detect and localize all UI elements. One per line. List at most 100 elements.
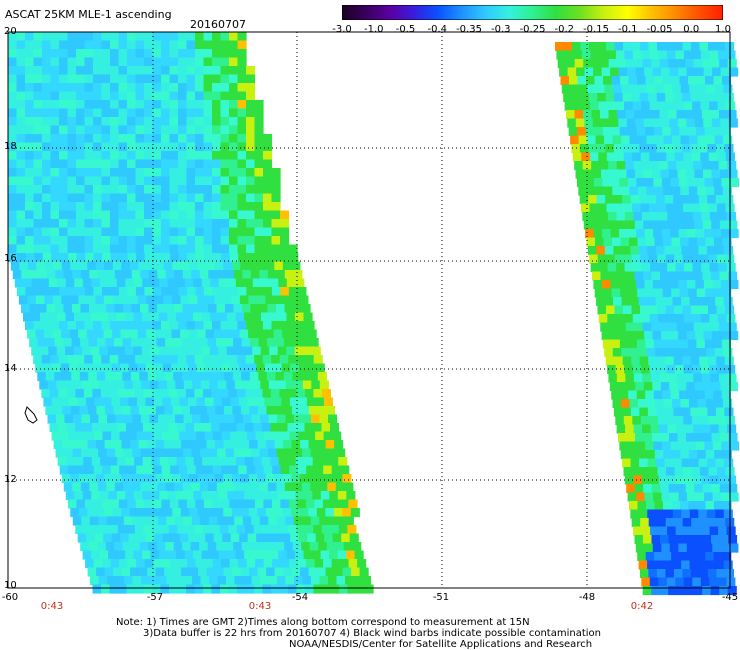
swath-cell <box>656 569 666 579</box>
swath-cell <box>329 491 339 501</box>
swath-cell <box>50 355 60 365</box>
swath-cell <box>621 135 631 145</box>
swath-cell <box>679 552 689 562</box>
swath-cell <box>200 516 210 526</box>
swath-cell <box>649 365 659 375</box>
swath-cell <box>129 261 139 271</box>
swath-cell <box>704 339 714 349</box>
swath-cell <box>574 161 584 171</box>
swath-cell <box>176 312 186 322</box>
swath-cell <box>194 584 204 594</box>
swath-cell <box>234 380 244 390</box>
swath-cell <box>176 550 186 560</box>
swath-cell <box>709 50 719 60</box>
swath-cell <box>726 101 736 111</box>
swath-cell <box>689 509 699 519</box>
swath-cell <box>220 108 230 118</box>
swath-cell <box>260 576 270 586</box>
swath-cell <box>110 176 120 186</box>
swath-cell <box>135 584 145 594</box>
swath-cell <box>8 210 18 220</box>
swath-cell <box>84 91 94 101</box>
swath-cell <box>638 509 648 519</box>
swath-cell <box>630 509 640 519</box>
swath-cell <box>714 348 724 358</box>
swath-cell <box>675 50 685 60</box>
swath-cell <box>270 457 280 467</box>
swath-cell <box>262 423 272 433</box>
swath-cell <box>93 100 103 110</box>
swath-cell <box>576 67 586 77</box>
swath-cell <box>110 287 120 297</box>
swath-cell <box>696 127 706 137</box>
swath-cell <box>48 346 58 356</box>
swath-cell <box>50 176 60 186</box>
swath-cell <box>696 339 706 349</box>
swath-cell <box>254 159 264 169</box>
swath-cell <box>667 475 677 485</box>
swath-cell <box>672 84 682 94</box>
swath-cell <box>220 584 230 594</box>
swath-cell <box>689 246 699 256</box>
swath-cell <box>291 567 301 577</box>
swath-cell <box>42 151 52 161</box>
swath-cell <box>593 280 603 290</box>
swath-cell <box>95 474 105 484</box>
swath-cell <box>65 312 75 322</box>
swath-cell <box>291 406 301 416</box>
swath-cell <box>101 287 111 297</box>
swath-cell <box>25 151 35 161</box>
swath-cell <box>712 331 722 341</box>
swath-cell <box>288 321 298 331</box>
swath-cell <box>659 110 669 120</box>
swath-cell <box>678 229 688 239</box>
swath-cell <box>132 448 142 458</box>
swath-cell <box>105 338 115 348</box>
swath-cell <box>277 576 287 586</box>
swath-cell <box>693 322 703 332</box>
swath-cell <box>249 440 259 450</box>
swath-cell <box>713 339 723 349</box>
swath-cell <box>564 101 574 111</box>
swath-cell <box>161 100 171 110</box>
swath-cell <box>723 84 733 94</box>
swath-cell <box>223 508 233 518</box>
swath-cell <box>152 185 162 195</box>
swath-cell <box>204 559 214 569</box>
swath-cell <box>342 508 352 518</box>
swath-cell <box>270 423 280 433</box>
swath-cell <box>690 458 700 468</box>
swath-cell <box>659 373 669 383</box>
swath-cell <box>670 229 680 239</box>
swath-cell <box>580 93 590 103</box>
swath-cell <box>246 287 256 297</box>
swath-cell <box>21 270 31 280</box>
swath-cell <box>721 492 731 502</box>
swath-cell <box>59 57 69 67</box>
swath-cell <box>280 465 290 475</box>
swath-cell <box>160 525 170 535</box>
swath-cell <box>667 373 677 383</box>
swath-cell <box>159 550 169 560</box>
swath-cell <box>118 40 128 50</box>
swath-cell <box>708 152 718 162</box>
swath-cell <box>33 100 43 110</box>
swath-cell <box>305 499 315 509</box>
swath-cell <box>263 134 273 144</box>
swath-cell <box>237 202 247 212</box>
swath-cell <box>132 516 142 526</box>
swath-cell <box>627 331 637 341</box>
swath-cell <box>161 142 171 152</box>
swath-cell <box>155 261 165 271</box>
swath-cell <box>233 270 243 280</box>
swath-cell <box>642 424 652 434</box>
swath-cell <box>39 380 49 390</box>
swath-cell <box>84 57 94 67</box>
swath-cell <box>718 475 728 485</box>
swath-cell <box>632 203 642 213</box>
swath-cell <box>205 533 215 543</box>
swath-cell <box>178 185 188 195</box>
swath-cell <box>720 382 730 392</box>
swath-cell <box>677 484 687 494</box>
swath-cell <box>325 508 335 518</box>
